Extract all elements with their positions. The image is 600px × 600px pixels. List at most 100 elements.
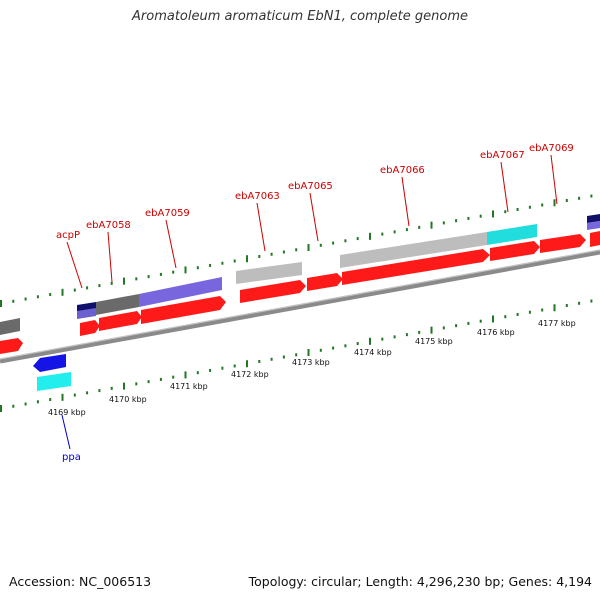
feature-block-ebA7069 [587,214,600,223]
upper-minor-tick [270,252,273,256]
upper-minor-tick [98,284,101,288]
lower-minor-tick [221,366,224,370]
lower-minor-tick [381,337,384,341]
upper-minor-tick [49,293,52,297]
feature-block-ebA7067 [487,224,537,245]
lower-minor-tick [405,333,408,337]
map-title: Aromatoleum aromaticum EbN1, complete ge… [132,9,468,24]
gene-arrow-ebA7067 [490,241,540,261]
upper-major-tick [307,244,310,252]
upper-minor-tick [24,297,27,301]
upper-major-tick [61,288,64,296]
upper-minor-tick [12,299,15,303]
feature-block-ebA7066 [340,232,487,268]
lower-minor-tick [24,402,27,406]
lower-minor-tick [12,404,15,408]
upper-minor-tick [233,259,236,263]
upper-major-tick [0,300,2,307]
gene-label-ebA7066: ebA7066 [380,165,425,176]
upper-major-tick [184,266,187,274]
upper-minor-tick [319,243,322,247]
upper-minor-tick [295,248,298,252]
feature-block-acpP-lower [77,308,96,319]
gene-label-ebA7067: ebA7067 [480,150,525,161]
upper-major-tick [246,255,248,263]
lower-minor-tick [233,364,236,368]
lower-major-tick [369,337,371,345]
gene-arrow-ebA7066 [342,249,490,285]
upper-minor-tick [467,216,470,220]
gene-arrow-ebA7065 [307,273,343,291]
scale-label-4172: 4172 kbp [231,370,269,379]
scale-label-4175: 4175 kbp [415,337,453,346]
label-leader-lines [66,154,558,289]
lower-minor-tick [467,321,470,325]
upper-major-tick [369,232,371,240]
lower-minor-tick [147,380,150,384]
gene-arrow-ppa [33,354,66,372]
lower-minor-tick [418,330,421,334]
gene-arrow-ebA7058 [99,311,142,331]
upper-minor-tick [147,275,150,279]
upper-minor-tick [135,277,138,281]
upper-minor-tick [86,286,89,290]
scale-label-4169: 4169 kbp [48,408,86,417]
lower-minor-tick [541,308,544,312]
leader-acpP [66,241,83,289]
gene-label-ebA7065: ebA7065 [288,181,333,192]
gene-arrow-acpP [80,320,100,336]
upper-minor-tick [159,272,162,276]
lower-minor-tick [344,344,347,348]
scale-label-4176: 4176 kbp [477,328,515,337]
gene-arrow-ebA7059 [141,296,226,324]
leader-ppa [61,414,71,450]
feature-block-ebA7058 [96,294,139,315]
upper-minor-tick [344,239,347,243]
lower-minor-tick [49,398,52,402]
leader-ebA7067 [500,161,509,213]
upper-minor-tick [516,207,519,211]
lower-major-tick [307,349,310,357]
lower-minor-tick [172,375,175,379]
upper-minor-tick [541,203,544,207]
upper-minor-tick [209,263,212,267]
upper-minor-tick [282,250,285,254]
upper-minor-tick [356,237,359,241]
leader-ebA7065 [309,192,319,242]
gene-label-ebA7069: ebA7069 [529,143,574,154]
feature-block-ebA7069-lower [587,221,600,230]
scale-label-4171: 4171 kbp [170,382,208,391]
lower-minor-tick [98,389,101,393]
scale-label-4177: 4177 kbp [538,319,576,328]
gene-label-ebA7058: ebA7058 [86,220,131,231]
lower-minor-tick [110,386,113,390]
upper-major-tick [553,199,556,207]
upper-minor-tick [455,219,458,223]
tick-row-upper [0,194,593,307]
gene-arrows-forward [0,231,600,354]
lower-minor-tick [282,355,285,359]
lower-major-tick [492,315,494,323]
leader-ebA7069 [550,154,558,205]
lower-minor-tick [36,400,39,404]
gene-label-acpP: acpP [56,230,80,241]
gene-label-ebA7063: ebA7063 [235,191,280,202]
leader-ebA7063 [256,202,266,252]
lower-minor-tick [73,393,76,397]
gene-label-ppa: ppa [62,452,81,463]
upper-minor-tick [479,214,482,218]
leader-ebA7058 [107,231,113,283]
feature-block-ebA7063 [236,262,302,284]
lower-minor-tick [319,348,322,352]
upper-minor-tick [504,210,507,214]
feature-block-left-edge [0,318,20,335]
lower-major-tick [430,326,433,334]
feature-block-ebA7059 [139,277,222,307]
scale-label-4173: 4173 kbp [292,358,330,367]
leader-ebA7059 [165,219,177,269]
upper-minor-tick [221,261,224,265]
gene-labels: acpP ebA7058 ebA7059 ebA7063 ebA7065 ebA… [56,143,574,463]
lower-minor-tick [258,359,261,363]
lower-minor-tick [442,326,445,330]
